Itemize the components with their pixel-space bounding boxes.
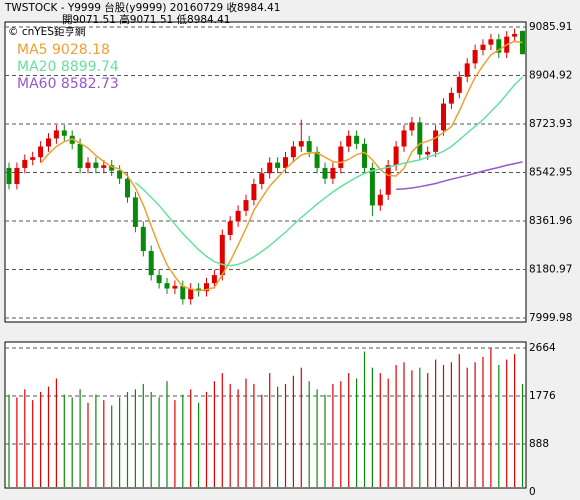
ma-line <box>396 161 523 191</box>
candle-body <box>22 159 28 168</box>
candle-body <box>512 33 518 37</box>
ma-line <box>134 76 524 267</box>
y-tick-label: 8904.92 <box>529 70 572 82</box>
candle-body <box>61 130 67 136</box>
candle-body <box>385 165 391 195</box>
candle-body <box>132 197 138 227</box>
y-tick-label: 8542.95 <box>529 166 572 178</box>
candle-body <box>14 167 20 185</box>
candle-body <box>314 151 320 168</box>
header-line: 開9071.51 高9071.51 低8984.41 <box>62 13 230 26</box>
y-tick-label: 8723.93 <box>529 118 572 130</box>
candle-body <box>409 122 415 131</box>
candle-body <box>148 251 154 276</box>
candle-body <box>235 210 241 222</box>
candle-body <box>456 76 462 93</box>
candle-body <box>472 50 478 64</box>
y-tick-label: 8180.97 <box>529 263 572 275</box>
candle-body <box>101 165 107 168</box>
candle-body <box>488 39 494 45</box>
copyright: © cnYES鉅亨網 <box>8 25 85 38</box>
candle-body <box>227 221 233 235</box>
candle-body <box>125 178 130 198</box>
candle-body <box>338 146 344 168</box>
candle-body <box>290 146 296 158</box>
candle-body <box>401 130 407 147</box>
candle-body <box>85 162 91 168</box>
legend-entry: MA5 9028.18 <box>17 42 110 58</box>
candle-body <box>38 146 44 158</box>
candle-body <box>433 130 439 152</box>
y-tick-label: 0 <box>529 486 536 498</box>
candle-body <box>53 130 59 139</box>
candle-body <box>298 141 304 147</box>
candle-body <box>275 162 281 168</box>
candle-body <box>6 167 12 185</box>
candle-body <box>464 63 470 77</box>
candle-body <box>306 141 312 152</box>
candle-body <box>30 157 36 160</box>
y-tick-label: 7999.98 <box>529 312 572 324</box>
candle-body <box>204 283 209 292</box>
candle-body <box>346 135 352 147</box>
candle-body <box>172 285 178 289</box>
candle-body <box>109 165 115 171</box>
candle-body <box>520 30 525 55</box>
y-tick-label: 8361.96 <box>529 215 573 227</box>
candle-body <box>417 122 423 155</box>
y-tick-label: 888 <box>529 438 549 450</box>
candle-body <box>243 200 249 211</box>
candle-body <box>393 146 399 166</box>
candle-body <box>362 143 367 168</box>
candle-body <box>425 151 431 155</box>
candle-body <box>164 283 170 289</box>
candle-body <box>156 275 162 284</box>
candle-body <box>267 162 273 174</box>
volume-panel <box>4 341 527 489</box>
candle-body <box>448 92 454 104</box>
candle-body <box>283 157 288 168</box>
candle-body <box>441 103 446 131</box>
candle-body <box>322 167 328 179</box>
candle-body <box>354 135 360 144</box>
candle-body <box>46 138 51 147</box>
candle-body <box>211 275 217 284</box>
legend-entry: MA60 8582.73 <box>17 76 119 92</box>
candle-body <box>259 173 265 185</box>
candle-body <box>140 226 146 252</box>
y-tick-label: 9085.91 <box>529 21 572 33</box>
candle-body <box>77 143 83 168</box>
candle-body <box>219 234 225 276</box>
candle-body <box>93 162 99 168</box>
candle-body <box>480 44 486 51</box>
y-tick-label: 2664 <box>529 342 556 354</box>
candle-body <box>180 285 186 300</box>
ma-line <box>40 40 523 292</box>
candle-body <box>188 288 194 300</box>
candle-body <box>377 194 383 206</box>
candle-body <box>251 184 257 201</box>
y-tick-label: 1776 <box>529 390 556 402</box>
candle-body <box>496 39 502 53</box>
candle-body <box>369 167 375 206</box>
candle-body <box>117 170 123 179</box>
header-line: TWSTOCK - Y9999 台股(y9999) 20160729 收8984… <box>4 1 280 14</box>
legend-entry: MA20 8899.74 <box>17 59 119 75</box>
candle-body <box>330 167 336 179</box>
candle-body <box>196 288 202 292</box>
